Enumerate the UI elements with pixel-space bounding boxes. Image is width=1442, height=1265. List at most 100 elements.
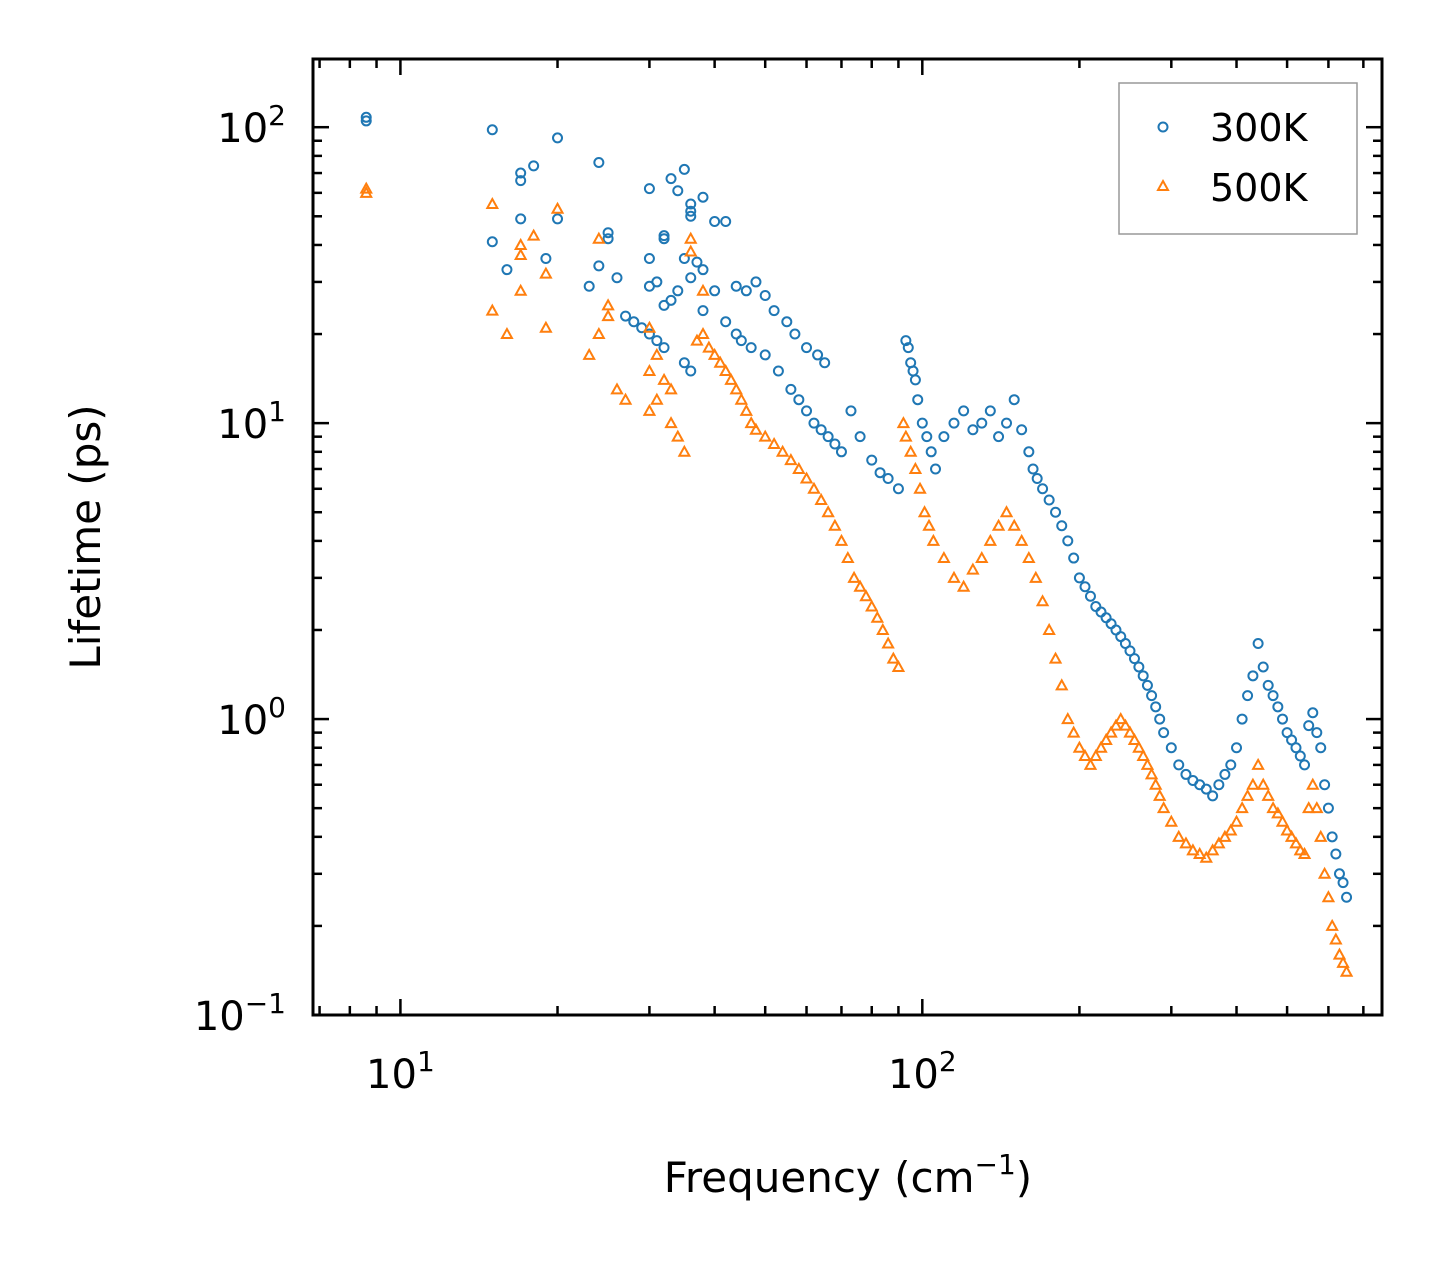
data-point-300k xyxy=(628,316,640,328)
data-point-300k xyxy=(916,417,928,429)
data-point-300k xyxy=(643,253,655,265)
data-point-300k xyxy=(1257,661,1269,673)
data-point-300k xyxy=(938,431,950,443)
data-point-300k xyxy=(1231,742,1243,754)
data-point-300k xyxy=(801,342,813,354)
data-point-300k xyxy=(643,328,655,340)
data-point-300k xyxy=(801,405,813,417)
data-point-300k xyxy=(1213,779,1225,791)
data-point-300k xyxy=(1150,701,1162,713)
data-point-300k xyxy=(643,280,655,292)
data-point-500k xyxy=(1212,836,1226,849)
data-point-500k xyxy=(1055,678,1069,691)
data-point-300k xyxy=(1008,394,1020,406)
data-point-300k xyxy=(1267,690,1279,702)
data-point-500k xyxy=(664,382,678,395)
data-point-300k xyxy=(1027,463,1039,475)
data-point-300k xyxy=(1272,701,1284,713)
data-point-300k xyxy=(552,132,564,144)
data-point-500k xyxy=(684,231,698,244)
data-point-300k xyxy=(720,216,732,228)
data-point-500k xyxy=(1266,801,1280,814)
data-point-300k xyxy=(697,191,709,203)
data-point-300k xyxy=(1079,581,1091,593)
data-point-300k xyxy=(593,156,605,168)
data-point-500k xyxy=(729,382,743,395)
data-point-300k xyxy=(1252,638,1264,650)
data-point-500k xyxy=(1317,866,1332,879)
data-point-500k xyxy=(1271,806,1285,819)
ticklabels-layer: 101 102 10−1 100 101 102 xyxy=(194,99,957,1098)
data-point-300k xyxy=(740,285,752,297)
data-point-300k xyxy=(540,253,552,265)
data-point-300k xyxy=(1294,750,1306,762)
data-point-500k xyxy=(1035,594,1050,607)
data-point-300k xyxy=(781,316,793,328)
data-point-300k xyxy=(1073,572,1085,584)
data-point-300k xyxy=(678,253,690,265)
data-point-500k xyxy=(983,533,998,546)
data-point-300k xyxy=(1341,891,1353,903)
data-point-300k xyxy=(1180,768,1192,780)
data-point-500k xyxy=(758,429,772,442)
data-point-300k xyxy=(1207,790,1219,802)
legend-label-500k: 500K xyxy=(1210,166,1309,210)
data-point-300k xyxy=(1337,877,1349,889)
data-point-500k xyxy=(1192,846,1207,859)
data-point-300k xyxy=(1173,759,1185,771)
data-point-500k xyxy=(1007,518,1021,531)
data-point-500k xyxy=(601,309,615,322)
data-point-500k xyxy=(1179,836,1193,849)
data-point-500k xyxy=(899,429,913,442)
data-point-500k xyxy=(847,570,861,583)
data-point-500k xyxy=(1072,740,1087,753)
data-point-300k xyxy=(845,405,857,417)
data-point-300k xyxy=(759,349,771,361)
data-point-300k xyxy=(709,216,721,228)
data-point-500k xyxy=(618,392,633,405)
data-point-500k xyxy=(513,237,528,250)
data-point-500k xyxy=(859,589,873,602)
data-point-300k xyxy=(720,316,732,328)
data-point-300k xyxy=(819,357,831,369)
data-point-300k xyxy=(602,233,614,245)
data-point-300k xyxy=(1137,670,1149,682)
data-point-500k xyxy=(1261,788,1275,801)
data-point-300k xyxy=(1319,779,1331,791)
data-point-500k xyxy=(1136,748,1150,762)
data-point-300k xyxy=(789,328,801,340)
data-point-500k xyxy=(1156,801,1171,814)
data-point-300k xyxy=(1326,831,1338,843)
data-point-500k xyxy=(642,363,657,377)
data-point-300k xyxy=(643,183,655,195)
data-point-300k xyxy=(745,342,757,354)
data-point-300k xyxy=(1124,645,1136,657)
data-point-300k xyxy=(685,272,697,284)
data-point-500k xyxy=(550,201,565,214)
data-point-500k xyxy=(891,659,906,672)
data-point-300k xyxy=(921,431,933,443)
data-point-500k xyxy=(956,579,971,592)
data-point-500k xyxy=(684,244,698,257)
y-tick-label: 10−1 xyxy=(194,987,286,1040)
data-point-500k xyxy=(707,347,722,360)
data-point-500k xyxy=(1229,814,1244,827)
data-point-500k xyxy=(1042,622,1056,635)
data-point-500k xyxy=(1310,801,1324,814)
data-point-500k xyxy=(539,320,553,333)
data-point-500k xyxy=(1329,932,1343,945)
data-point-300k xyxy=(1146,690,1158,702)
ticks-layer xyxy=(313,59,1382,1017)
data-point-300k xyxy=(528,160,540,172)
data-point-300k xyxy=(750,276,762,288)
data-point-300k xyxy=(909,374,921,386)
data-point-300k xyxy=(1016,424,1028,436)
data-point-500k xyxy=(690,333,704,346)
data-point-500k xyxy=(1114,712,1128,725)
data-point-300k xyxy=(1200,783,1212,795)
data-point-300k xyxy=(1141,679,1153,691)
data-point-300k xyxy=(1311,727,1323,739)
data-point-300k xyxy=(1299,759,1311,771)
data-point-500k xyxy=(1144,767,1159,780)
data-point-300k xyxy=(822,431,834,443)
